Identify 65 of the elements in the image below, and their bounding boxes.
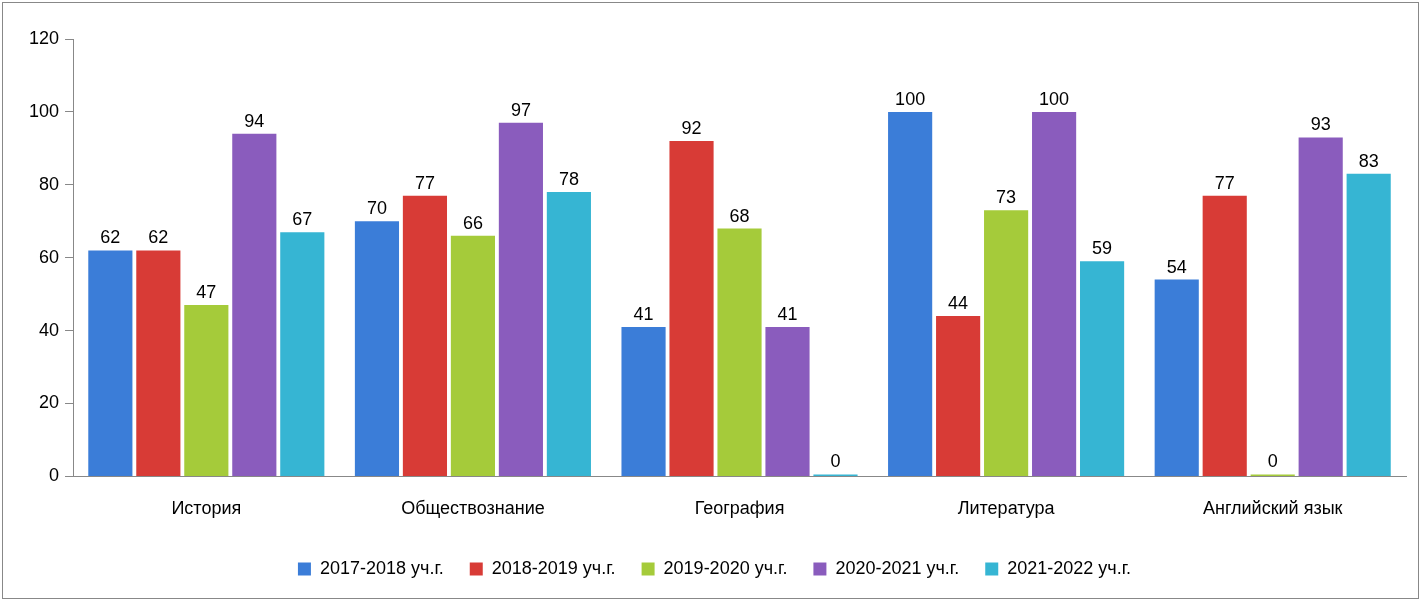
data-label: 66	[462, 212, 483, 233]
data-label: 54	[1166, 256, 1187, 277]
y-tick-label: 120	[28, 27, 60, 48]
bar	[546, 192, 591, 476]
y-tick-label: 20	[39, 392, 60, 413]
x-tick-label: География	[694, 498, 785, 519]
y-tick-label: 80	[39, 173, 60, 194]
bar	[136, 250, 181, 476]
x-tick-label: Английский язык	[1202, 498, 1343, 519]
data-label: 70	[366, 198, 387, 219]
data-label: 67	[292, 209, 313, 230]
y-tick-label: 60	[39, 246, 60, 267]
bar	[184, 305, 229, 476]
bar	[669, 141, 714, 476]
data-label: 73	[996, 187, 1017, 208]
data-label: 44	[948, 292, 969, 313]
bar	[1202, 195, 1247, 476]
bar	[1032, 111, 1077, 476]
data-label: 59	[1092, 238, 1113, 259]
bar	[402, 195, 448, 476]
bar	[88, 250, 133, 476]
data-label: 41	[633, 303, 654, 324]
data-label: 0	[1267, 451, 1278, 472]
data-label: 0	[830, 451, 841, 472]
data-label: 93	[1310, 114, 1331, 135]
y-tick-label: 100	[28, 100, 60, 121]
data-label: 94	[244, 110, 265, 131]
bar	[765, 326, 810, 476]
bar	[1346, 173, 1391, 476]
bar	[621, 326, 666, 476]
bar	[1298, 137, 1343, 476]
bar	[717, 228, 762, 476]
bar	[1080, 261, 1125, 476]
data-label: 77	[1214, 172, 1235, 193]
data-label: 100	[895, 88, 926, 109]
x-tick-label: История	[171, 498, 242, 519]
x-tick-label: Литература	[957, 498, 1056, 519]
legend-label: 2018-2019 уч.г.	[491, 557, 616, 578]
data-label: 77	[414, 172, 435, 193]
y-tick-label: 40	[39, 319, 60, 340]
bar	[984, 210, 1029, 476]
data-label: 62	[148, 227, 169, 248]
data-label: 92	[681, 118, 702, 139]
bar	[280, 232, 325, 476]
bar	[936, 316, 981, 476]
bar	[1154, 279, 1199, 476]
legend-label: 2020-2021 уч.г.	[835, 557, 960, 578]
bar	[232, 133, 277, 476]
data-label: 78	[558, 169, 579, 190]
bar	[888, 111, 933, 476]
bar	[498, 122, 543, 476]
data-label: 97	[510, 99, 531, 120]
legend-label: 2021-2022 уч.г.	[1007, 557, 1132, 578]
data-label: 41	[777, 303, 798, 324]
legend-label: 2019-2020 уч.г.	[663, 557, 788, 578]
data-label: 47	[196, 282, 217, 303]
legend-label: 2017-2018 уч.г.	[319, 557, 444, 578]
data-label: 100	[1039, 88, 1070, 109]
data-label: 62	[100, 227, 121, 248]
bar	[450, 235, 495, 476]
bar	[354, 221, 400, 476]
y-tick-label: 0	[49, 465, 60, 486]
x-tick-label: Обществознание	[401, 498, 545, 519]
data-label: 68	[729, 205, 750, 226]
data-label: 83	[1358, 150, 1379, 171]
